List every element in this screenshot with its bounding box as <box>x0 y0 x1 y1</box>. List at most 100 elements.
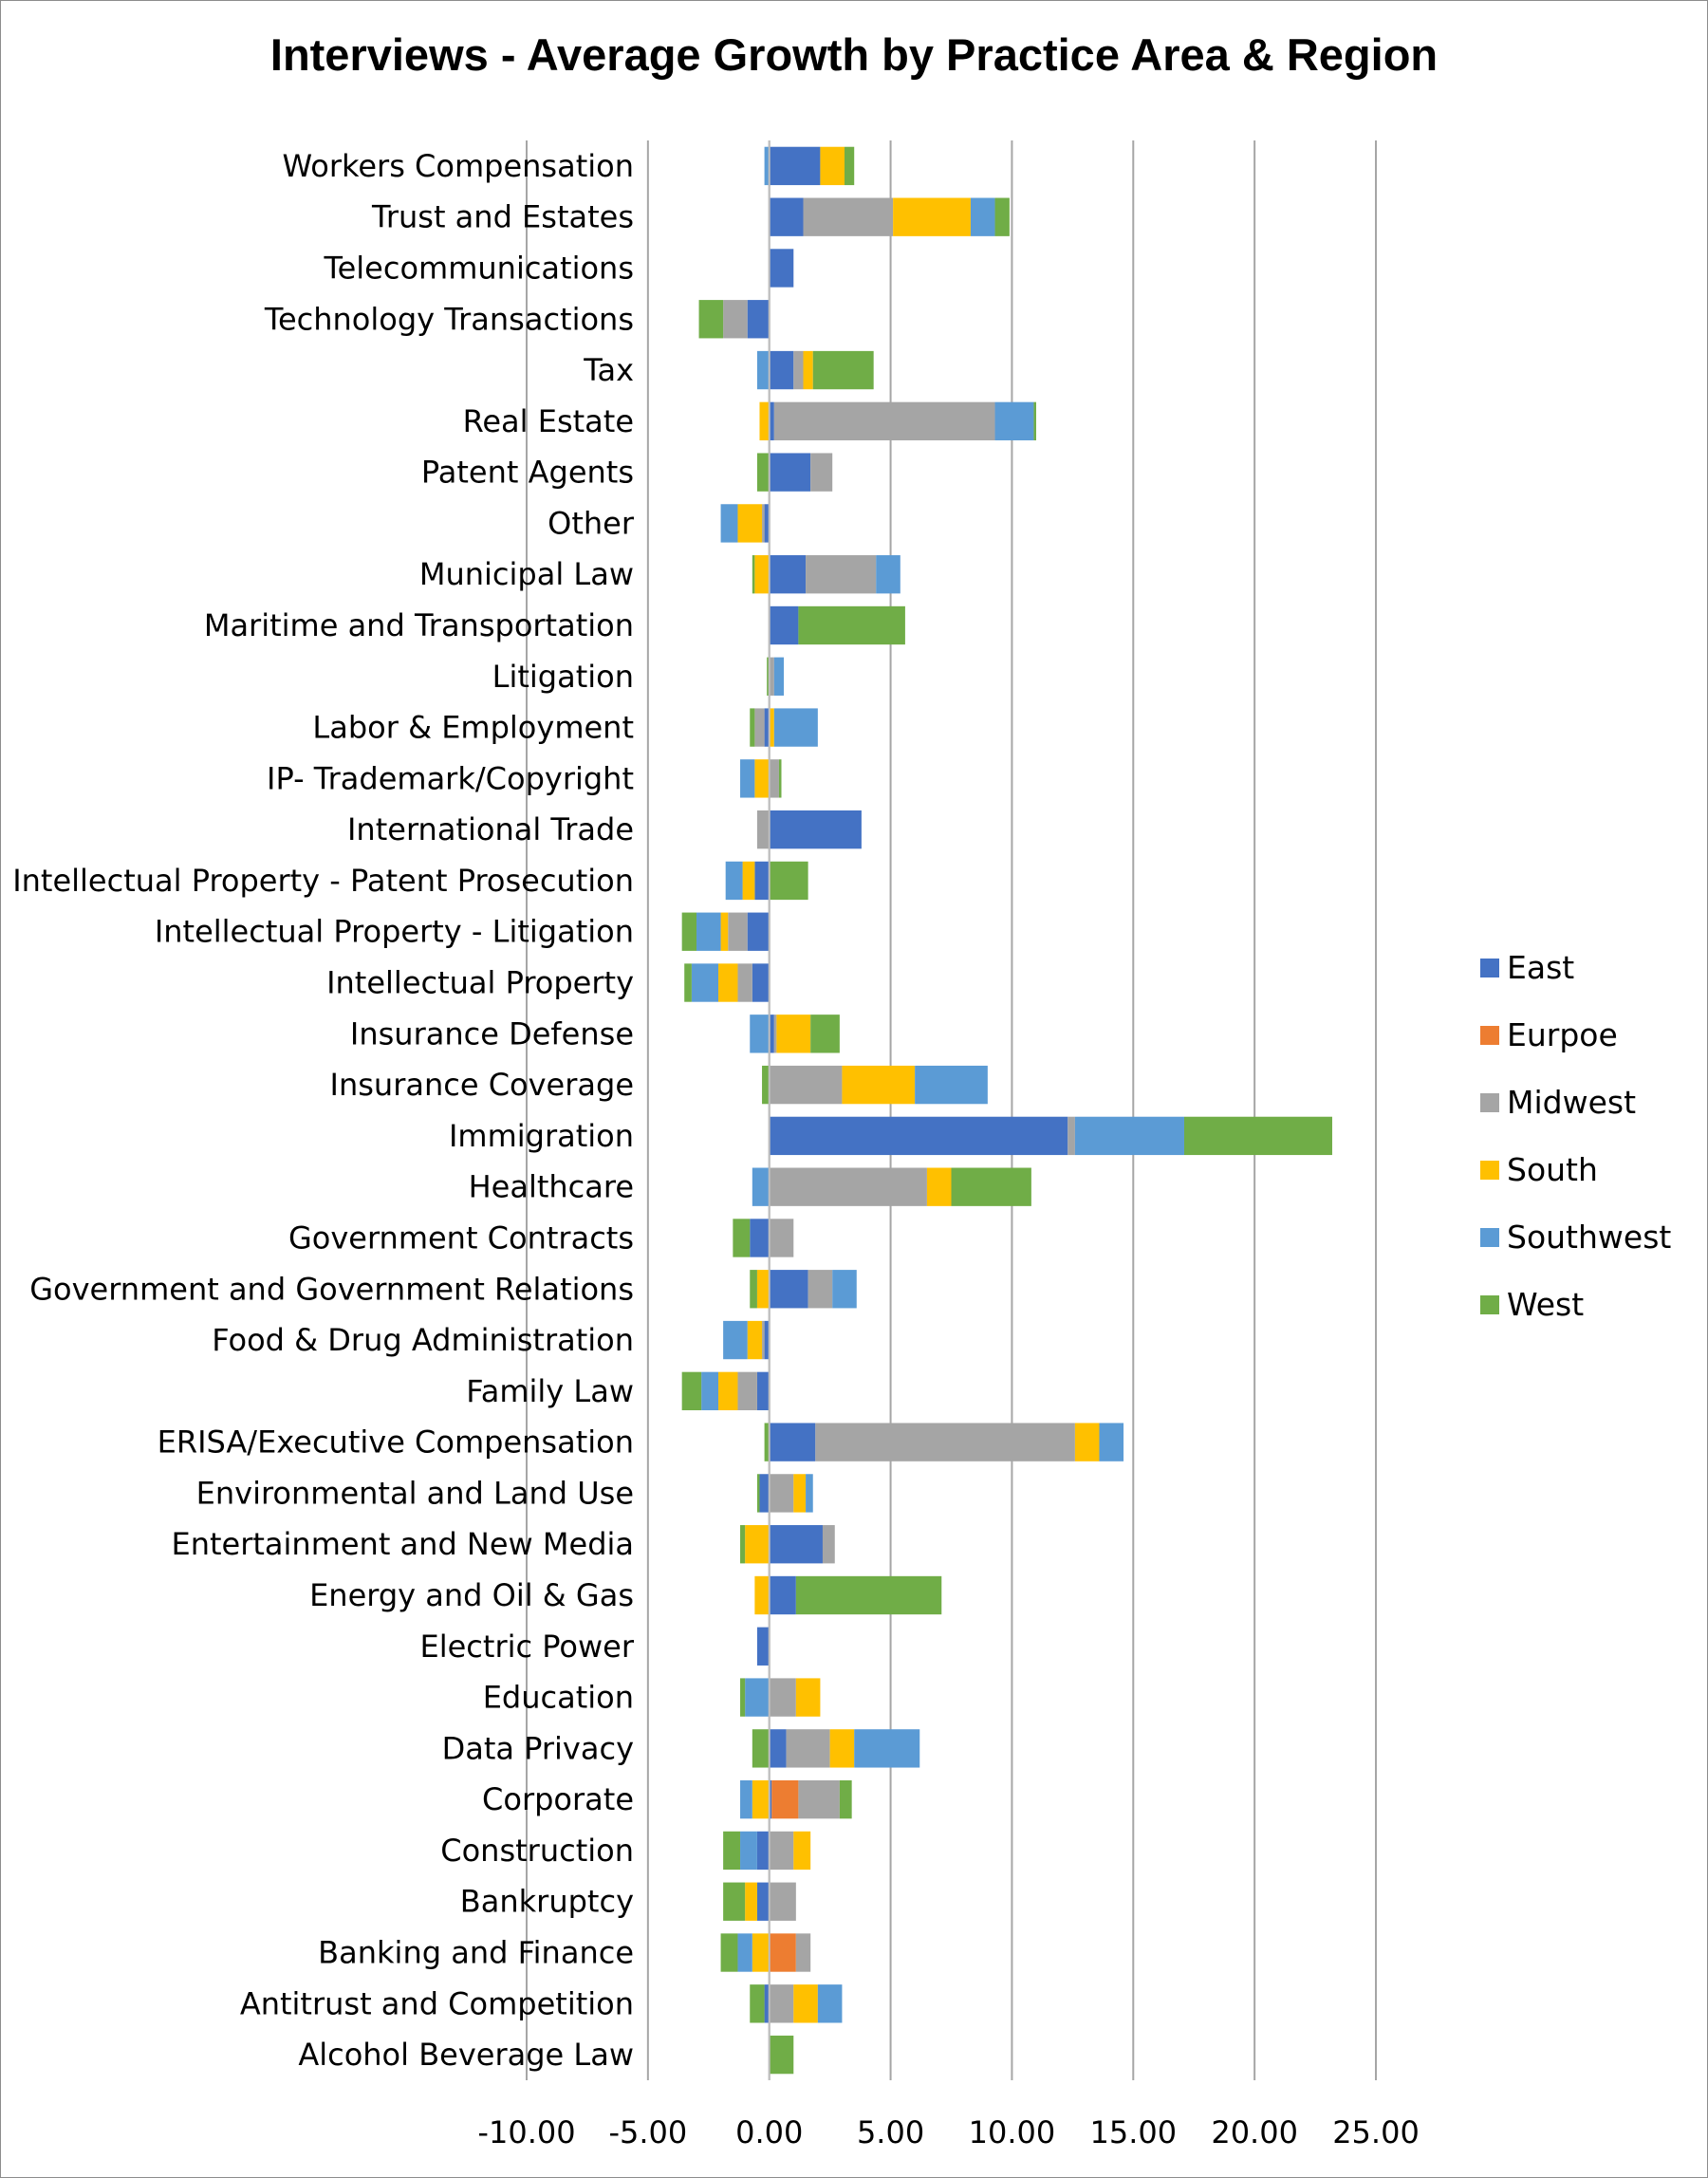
bar-segment <box>756 453 770 492</box>
bar-segment <box>773 708 818 747</box>
bar-segment <box>795 1575 942 1615</box>
bar-segment <box>740 1525 746 1564</box>
bar-segment <box>720 912 729 951</box>
bar-segment <box>842 1065 916 1105</box>
legend-swatch <box>1480 1295 1499 1314</box>
bar-segment <box>750 1270 757 1309</box>
bar-segment <box>762 1320 765 1360</box>
bar-segment <box>733 1219 751 1257</box>
bar-segment <box>893 197 971 236</box>
bar-segment <box>750 1015 770 1053</box>
bar-segment <box>723 1320 748 1360</box>
bar-segment <box>994 401 1034 441</box>
bar-segment <box>756 1474 760 1513</box>
bar-segment <box>769 1015 774 1053</box>
bar-segment <box>769 605 799 645</box>
bar-segment <box>1183 1116 1332 1156</box>
bar-segment <box>769 401 774 441</box>
bar-segment <box>754 708 765 747</box>
bar-segment <box>812 350 874 390</box>
bar-segment <box>756 1627 770 1666</box>
category-label: Bankruptcy <box>460 1884 634 1920</box>
bar-segment <box>769 1525 823 1564</box>
category-label: Data Privacy <box>442 1730 634 1766</box>
bar-segment <box>696 912 721 951</box>
bar-segment <box>776 1015 811 1053</box>
category-label: Tax <box>583 352 634 388</box>
category-label: Insurance Defense <box>350 1015 634 1052</box>
bar-segment <box>926 1167 952 1206</box>
bar-segment <box>756 350 770 390</box>
category-label: Intellectual Property - Patent Prosecuti… <box>12 863 634 899</box>
bar-segment <box>915 1065 988 1105</box>
bar-segment <box>769 1270 808 1309</box>
legend-label: South <box>1507 1151 1598 1188</box>
bar-segment <box>764 504 770 543</box>
bar-segment <box>769 1219 794 1257</box>
category-label: IP- Trademark/Copyright <box>267 760 634 796</box>
bar-segment <box>740 759 755 798</box>
legend-label: Southwest <box>1507 1219 1671 1256</box>
bar-segment <box>750 708 755 747</box>
bar-segment <box>764 1423 770 1461</box>
bar-segment <box>754 759 770 798</box>
bar-segment <box>764 708 770 747</box>
bar-segment <box>737 1933 752 1972</box>
bar-segment <box>769 1729 787 1768</box>
legend-label: West <box>1507 1286 1584 1323</box>
category-label: Electric Power <box>420 1629 635 1665</box>
bar-segment <box>769 2035 794 2075</box>
legend-label: Midwest <box>1507 1084 1636 1121</box>
x-tick-label: 10.00 <box>969 2114 1056 2150</box>
bar-segment <box>769 1779 772 1819</box>
bar-segment <box>737 1371 757 1411</box>
bar-segment <box>740 1779 752 1819</box>
bar-segment <box>747 1320 763 1360</box>
bar-segment <box>742 861 755 901</box>
bar-segment <box>759 401 770 441</box>
bar-segment <box>769 657 774 696</box>
bar-segment <box>822 1525 835 1564</box>
bar-segment <box>1074 1423 1100 1461</box>
bar-segment <box>817 1984 843 2023</box>
bar-segment <box>754 861 770 901</box>
category-label: Patent Agents <box>421 455 634 491</box>
bar-segment <box>701 1371 719 1411</box>
bar-segment <box>769 146 821 186</box>
category-label: Trust and Estates <box>371 199 634 235</box>
legend-swatch <box>1480 959 1499 977</box>
bar-segment <box>793 1831 811 1871</box>
legend-label: East <box>1507 949 1574 986</box>
bar-segment <box>752 555 755 594</box>
bar-segment <box>769 1575 796 1615</box>
x-tick-label: 25.00 <box>1332 2114 1420 2150</box>
category-label: Entertainment and New Media <box>171 1526 634 1562</box>
bar-segment <box>767 657 770 696</box>
bar-segment <box>718 963 738 1002</box>
category-label: ERISA/Executive Compensation <box>158 1424 634 1461</box>
bar-segment <box>725 861 743 901</box>
bar-segment <box>769 1423 816 1461</box>
category-label: Technology Transactions <box>264 301 634 337</box>
category-label: Environmental and Land Use <box>196 1475 634 1511</box>
bar-segment <box>745 1882 757 1921</box>
legend-swatch <box>1480 1026 1499 1045</box>
category-label: Workers Compensation <box>282 148 634 184</box>
bar-segment <box>769 759 779 798</box>
bar-segment <box>803 350 813 390</box>
category-label: Maritime and Transportation <box>204 607 634 643</box>
bar-segment <box>769 555 807 594</box>
bar-segment <box>778 759 782 798</box>
x-tick-label: -5.00 <box>608 2114 687 2150</box>
legend-swatch <box>1480 1228 1499 1247</box>
bar-segment <box>756 810 770 849</box>
bar-segment <box>681 1371 702 1411</box>
x-tick-label: 15.00 <box>1089 2114 1177 2150</box>
bar-segment <box>798 605 905 645</box>
bar-segment <box>747 912 770 951</box>
bar-segment <box>769 810 862 849</box>
bar-segment <box>759 1474 770 1513</box>
bar-segment <box>737 963 752 1002</box>
bar-segment <box>762 1065 770 1105</box>
bar-segment <box>684 963 692 1002</box>
